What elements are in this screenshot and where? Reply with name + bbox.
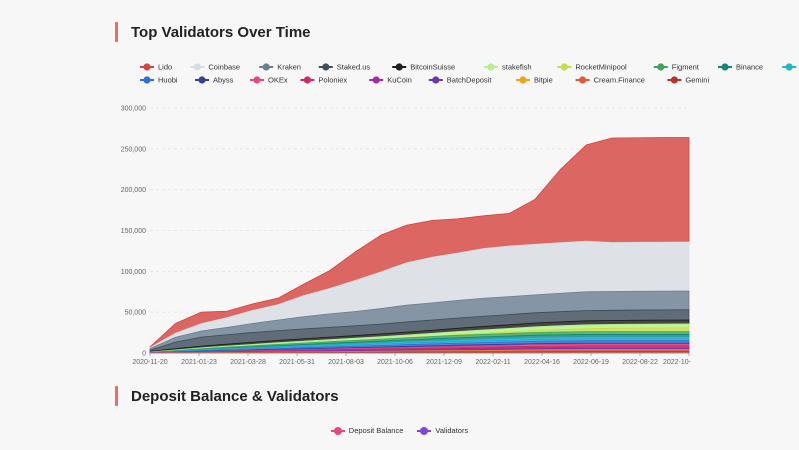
legend-item-kucoin[interactable]: KuCoin bbox=[369, 76, 412, 85]
legend-label: Figment bbox=[672, 63, 700, 72]
legend-item-kraken[interactable]: Kraken bbox=[259, 63, 301, 72]
legend-item-huobi[interactable]: Huobi bbox=[140, 76, 178, 85]
legend-item-coinbase[interactable]: Coinbase bbox=[190, 63, 240, 72]
legend-swatch-dot bbox=[322, 63, 330, 71]
y-tick-label: 150,000 bbox=[121, 228, 146, 235]
deposit-legend: Deposit Balance Validators bbox=[0, 426, 799, 435]
y-tick-label: 200,000 bbox=[121, 187, 146, 194]
legend-swatch-dot bbox=[143, 63, 151, 71]
legend-item-binance[interactable]: Binance bbox=[718, 63, 763, 72]
x-tick-label: 2020-11-20 bbox=[132, 359, 167, 366]
section-accent-bar bbox=[115, 386, 118, 406]
legend-label: Poloniex bbox=[318, 76, 347, 85]
legend-swatch-dot bbox=[193, 63, 201, 71]
legend-label: Coinbase bbox=[208, 63, 240, 72]
legend-label: Kraken bbox=[277, 63, 301, 72]
x-tick-label: 2021-08-03 bbox=[328, 359, 364, 366]
legend-item-bitcoinsuisse[interactable]: BitcoinSuisse bbox=[392, 63, 455, 72]
legend-item-figment[interactable]: Figment bbox=[653, 63, 700, 72]
section-accent-bar bbox=[115, 22, 118, 42]
legend-item-abyss[interactable]: Abyss bbox=[195, 76, 234, 85]
legend-swatch-dot bbox=[785, 63, 793, 71]
legend-swatch-dot bbox=[432, 76, 440, 84]
legend-swatch-dot bbox=[253, 76, 261, 84]
legend-swatch-dot bbox=[721, 63, 729, 71]
y-tick-label: 250,000 bbox=[121, 146, 146, 153]
y-tick-label: 100,000 bbox=[121, 269, 146, 276]
x-tick-label: 2022-10- bbox=[663, 359, 692, 366]
legend-item-okex[interactable]: OKEx bbox=[250, 76, 288, 85]
legend-label: Lido bbox=[158, 63, 172, 72]
legend-label: Gemini bbox=[685, 76, 709, 85]
legend-label: Bitpie bbox=[534, 76, 553, 85]
x-tick-label: 2021-10-06 bbox=[377, 359, 413, 366]
legend-swatch-dot bbox=[372, 76, 380, 84]
x-tick-label: 2022-04-16 bbox=[524, 359, 560, 366]
legend-label: KuCoin bbox=[387, 76, 412, 85]
legend-label: Cream.Finance bbox=[594, 76, 645, 85]
legend-swatch-dot bbox=[395, 63, 403, 71]
legend-label: RocketMinipool bbox=[575, 63, 627, 72]
legend-swatch-dot bbox=[303, 76, 311, 84]
x-axis: 2020-11-20 2021-01-23 2021-03-28 2021-05-31… bbox=[132, 352, 692, 366]
x-tick-label: 2022-06-19 bbox=[573, 359, 609, 366]
x-tick-label: 2022-08-22 bbox=[622, 359, 658, 366]
legend-swatch-dot bbox=[560, 63, 569, 71]
x-tick-label: 2021-01-23 bbox=[181, 359, 217, 366]
top-validators-title: Top Validators Over Time bbox=[131, 23, 311, 41]
top-validators-section-title: Top Validators Over Time bbox=[115, 22, 311, 42]
legend-label: Binance bbox=[736, 63, 763, 72]
legend-swatch-dot bbox=[487, 63, 495, 71]
legend-item-ankr[interactable]: Ankr bbox=[782, 63, 799, 72]
legend-swatch-dot bbox=[198, 76, 206, 84]
legend-item-cream-finance[interactable]: Cream.Finance bbox=[575, 76, 645, 85]
legend-item-stakefish[interactable]: stakefish bbox=[484, 63, 532, 72]
chart-areas bbox=[149, 137, 690, 354]
x-tick-label: 2021-03-28 bbox=[230, 359, 266, 366]
legend-swatch-dot bbox=[579, 76, 587, 84]
legend-item-bitpie[interactable]: Bitpie bbox=[516, 76, 553, 85]
legend-label: OKEx bbox=[268, 76, 288, 85]
legend-item-deposit-balance[interactable]: Deposit Balance bbox=[330, 426, 404, 435]
legend-label: BitcoinSuisse bbox=[410, 63, 455, 72]
legend-item-staked-us[interactable]: Staked.us bbox=[318, 63, 371, 72]
legend-swatch-dot bbox=[143, 76, 151, 84]
chart-legend: Lido Coinbase Kraken Staked.us BitcoinSuisse… bbox=[140, 63, 799, 85]
legend-label: Staked.us bbox=[337, 63, 371, 72]
legend-swatch-dot bbox=[519, 76, 527, 84]
legend-swatch bbox=[330, 426, 345, 435]
deposit-balance-title: Deposit Balance & Validators bbox=[131, 387, 339, 405]
y-tick-label: 0 bbox=[142, 351, 146, 358]
legend-item-rocketminipool[interactable]: RocketMinipool bbox=[557, 63, 627, 72]
y-axis: 0 50,000 100,000 150,000 200,000 250,000 300,0… bbox=[121, 106, 146, 358]
legend-item-lido[interactable]: Lido bbox=[140, 63, 172, 72]
legend-swatch bbox=[417, 426, 432, 435]
legend-item-validators[interactable]: Validators bbox=[417, 426, 468, 435]
legend-swatch-dot bbox=[657, 63, 665, 71]
x-tick-label: 2021-12-09 bbox=[426, 359, 462, 366]
top-validators-chart: Lido Coinbase Kraken Staked.us BitcoinSuisse… bbox=[121, 63, 799, 366]
deposit-section-title: Deposit Balance & Validators bbox=[115, 386, 339, 406]
legend-item-batchdeposit[interactable]: BatchDeposit bbox=[428, 76, 493, 85]
legend-swatch-dot bbox=[670, 76, 679, 84]
x-tick-label: 2021-05-31 bbox=[279, 359, 315, 366]
y-tick-label: 50,000 bbox=[125, 310, 147, 317]
legend-label: stakefish bbox=[502, 63, 532, 72]
legend-label: Validators bbox=[435, 426, 469, 435]
legend-item-gemini[interactable]: Gemini bbox=[667, 76, 709, 85]
legend-label: Deposit Balance bbox=[348, 426, 404, 435]
y-tick-label: 300,000 bbox=[121, 106, 146, 113]
legend-label: Huobi bbox=[158, 76, 178, 85]
legend-label: BatchDeposit bbox=[447, 76, 493, 85]
legend-label: Abyss bbox=[213, 76, 234, 85]
legend-swatch-dot bbox=[262, 63, 270, 71]
x-tick-label: 2022-02-11 bbox=[475, 359, 510, 366]
legend-item-poloniex[interactable]: Poloniex bbox=[300, 76, 347, 85]
